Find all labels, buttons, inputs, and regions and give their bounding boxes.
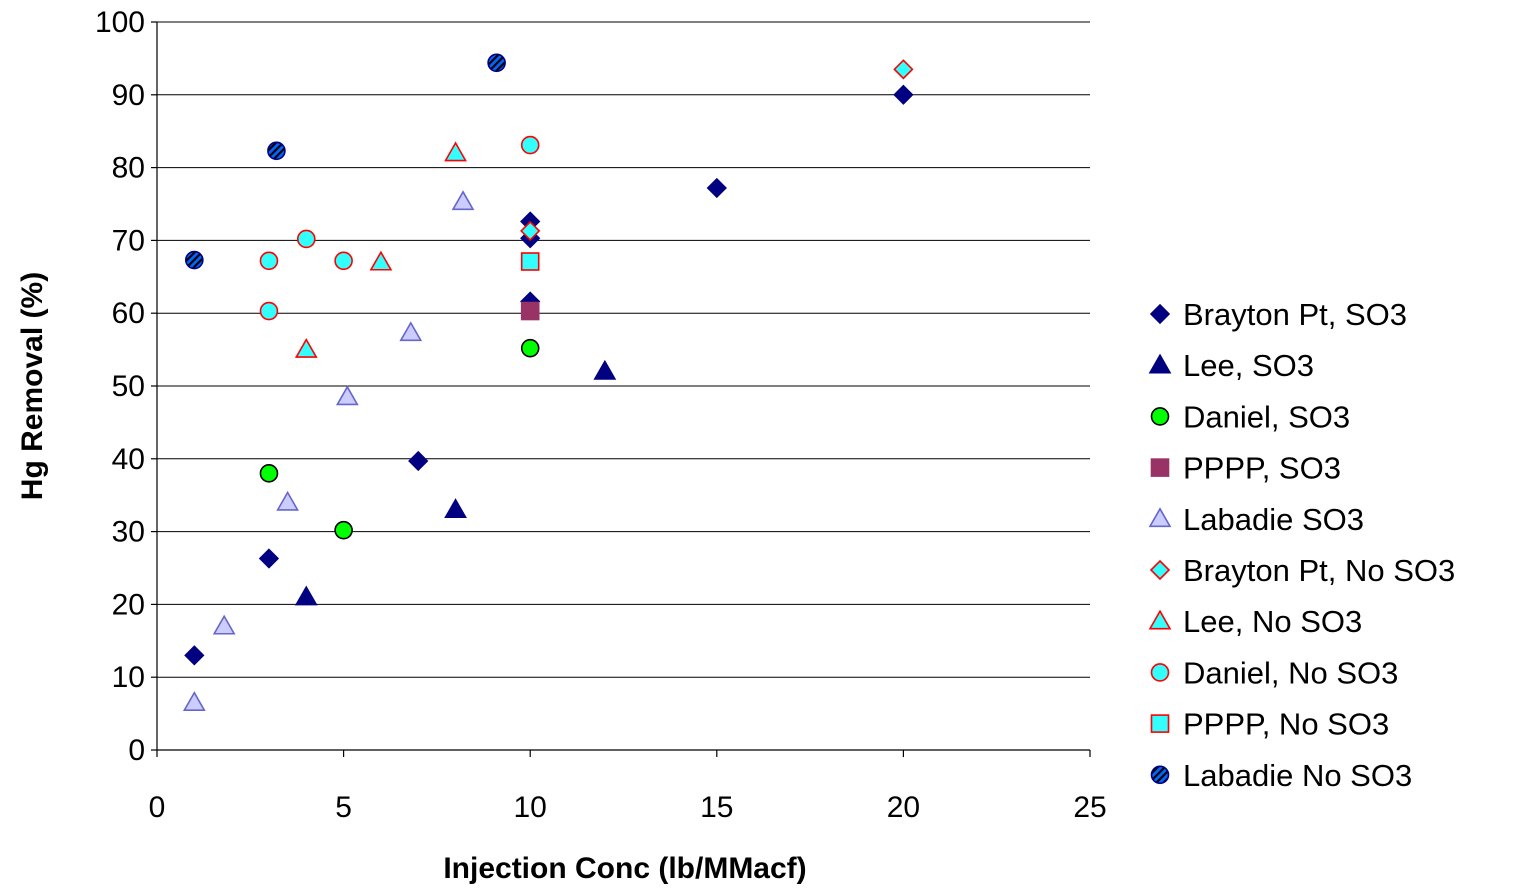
legend-label: Labadie SO3 xyxy=(1183,502,1364,537)
x-tick-label: 5 xyxy=(335,791,352,824)
y-tick-label: 90 xyxy=(112,79,145,112)
y-tick-label: 60 xyxy=(112,297,145,330)
series-4 xyxy=(182,190,475,711)
legend-marker xyxy=(1150,663,1170,682)
legend-item: Labadie No SO3 xyxy=(1150,758,1412,793)
legend-item: PPPP, No SO3 xyxy=(1150,707,1389,742)
data-point xyxy=(276,490,299,511)
legend-marker xyxy=(1148,507,1172,528)
data-point xyxy=(296,229,316,249)
legend-marker xyxy=(1150,458,1170,477)
legend-marker xyxy=(1150,765,1170,785)
gridlines xyxy=(157,21,1090,678)
x-tick-label: 15 xyxy=(700,791,733,824)
legend-label: Lee, SO3 xyxy=(1183,348,1314,383)
data-point xyxy=(294,585,318,606)
data-point xyxy=(258,548,280,569)
legend-label: PPPP, SO3 xyxy=(1183,451,1341,486)
data-point xyxy=(520,252,540,271)
data-point xyxy=(334,520,353,540)
y-axis-title: Hg Removal (%) xyxy=(16,272,49,500)
y-tick-label: 40 xyxy=(112,443,145,476)
data-point xyxy=(259,301,279,321)
legend-item: PPPP, SO3 xyxy=(1150,451,1341,486)
data-point xyxy=(893,59,914,80)
legend-item: Lee, SO3 xyxy=(1148,348,1314,383)
legend-marker xyxy=(1150,714,1170,733)
data-point xyxy=(520,301,540,321)
legend-marker xyxy=(1150,407,1170,426)
axes xyxy=(151,21,1091,757)
legend-marker xyxy=(1148,609,1172,630)
data-point xyxy=(259,464,279,483)
series-0 xyxy=(184,84,914,666)
y-tick-label: 20 xyxy=(112,588,145,621)
y-tick-label: 10 xyxy=(112,661,145,694)
series-8 xyxy=(520,252,540,271)
data-point xyxy=(444,498,467,519)
y-tick-label: 100 xyxy=(95,6,145,39)
y-tick-label: 50 xyxy=(112,370,145,403)
legend-label: PPPP, No SO3 xyxy=(1183,707,1389,742)
legend-marker xyxy=(1149,559,1171,581)
x-tick-label: 20 xyxy=(887,791,920,824)
legend-label: Brayton Pt, SO3 xyxy=(1183,297,1407,332)
legend-item: Daniel, SO3 xyxy=(1150,399,1350,434)
series-6 xyxy=(294,141,467,358)
data-point xyxy=(335,385,359,406)
legend-marker xyxy=(1148,353,1172,374)
data-point xyxy=(182,691,206,711)
data-point xyxy=(369,250,393,271)
data-point xyxy=(520,135,540,155)
x-tick-label: 10 xyxy=(514,791,547,824)
data-point xyxy=(399,321,423,342)
data-markers xyxy=(182,53,914,711)
data-point xyxy=(444,141,467,162)
legend-label: Lee, No SO3 xyxy=(1183,604,1362,639)
y-tick-label: 0 xyxy=(128,734,145,767)
legend-item: Brayton Pt, SO3 xyxy=(1149,297,1407,332)
series-5 xyxy=(520,59,914,242)
series-9 xyxy=(185,53,506,270)
y-tick-label: 80 xyxy=(112,152,145,185)
x-tick-label: 0 xyxy=(149,791,166,824)
legend-item: Brayton Pt, No SO3 xyxy=(1149,553,1455,588)
series-1 xyxy=(294,359,617,606)
data-point xyxy=(487,53,506,73)
tick-labels: 0 10 20 30 40 50 60 70 80 90 100 0 5 10 15 20 25 xyxy=(95,6,1107,824)
y-tick-label: 30 xyxy=(112,516,145,549)
data-point xyxy=(184,645,205,666)
data-point xyxy=(593,359,617,380)
legend-item: Labadie SO3 xyxy=(1148,502,1364,537)
series-7 xyxy=(259,135,540,321)
data-point xyxy=(185,250,204,270)
x-tick-label: 25 xyxy=(1073,791,1106,824)
data-point xyxy=(893,84,914,105)
x-axis-title: Injection Conc (lb/MMacf) xyxy=(443,852,806,885)
legend-label: Daniel, SO3 xyxy=(1183,399,1350,434)
data-point xyxy=(212,614,236,635)
legend-marker xyxy=(1149,303,1171,325)
data-point xyxy=(408,450,429,472)
legend-item: Daniel, No SO3 xyxy=(1150,655,1398,690)
legend-label: Daniel, No SO3 xyxy=(1183,655,1398,690)
data-point xyxy=(334,251,353,271)
legend-label: Labadie No SO3 xyxy=(1183,758,1412,793)
data-point xyxy=(706,177,727,199)
data-point xyxy=(520,338,540,358)
data-point xyxy=(520,220,541,242)
legend-label: Brayton Pt, No SO3 xyxy=(1183,553,1455,588)
legend: Brayton Pt, SO3 Lee, SO3 Daniel, SO3 PPPP, … xyxy=(1148,297,1455,793)
data-point xyxy=(451,190,475,211)
y-tick-label: 70 xyxy=(112,224,145,257)
data-point xyxy=(267,141,286,161)
series-2 xyxy=(259,338,540,540)
series-3 xyxy=(520,301,540,321)
data-point xyxy=(259,251,279,271)
data-point xyxy=(294,337,318,358)
legend-item: Lee, No SO3 xyxy=(1148,604,1362,639)
